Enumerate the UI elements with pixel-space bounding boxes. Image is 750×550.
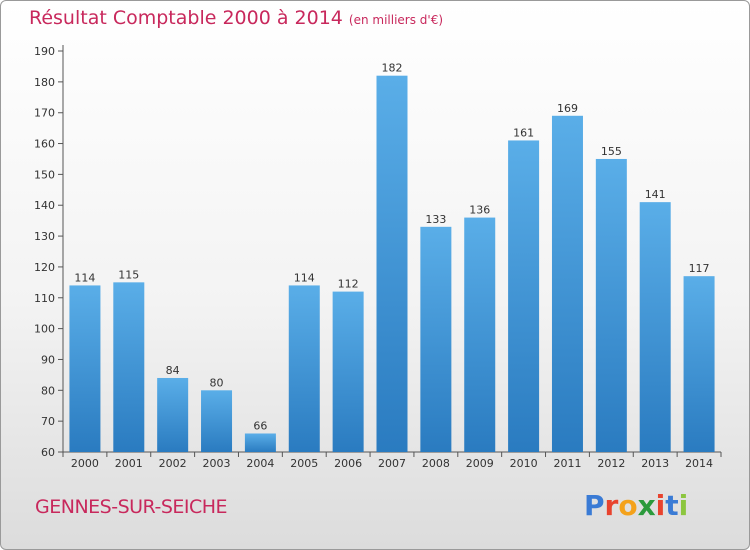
y-tick-label: 110	[34, 292, 55, 305]
y-tick-label: 60	[41, 446, 55, 459]
bar	[595, 158, 627, 452]
data-label: 84	[166, 364, 180, 377]
x-tick-label: 2012	[597, 457, 625, 470]
logo-letter: x	[637, 489, 656, 522]
y-tick-label: 150	[34, 168, 55, 181]
data-label: 114	[74, 271, 95, 284]
data-label: 117	[689, 262, 710, 275]
data-label: 112	[338, 278, 359, 291]
logo-letter: i	[678, 489, 689, 522]
y-axis: 60 70 80 90 100 110 120 130 140 150 160 170 180 190	[34, 45, 64, 459]
x-tick-label: 2008	[422, 457, 450, 470]
y-tick-label: 80	[41, 384, 55, 397]
x-tick-label: 2013	[641, 457, 669, 470]
bar	[464, 217, 496, 452]
y-tick-label: 90	[41, 353, 55, 366]
data-label: 136	[469, 204, 490, 217]
bar	[551, 115, 583, 453]
bar	[201, 390, 233, 452]
logo-letter: o	[618, 489, 638, 522]
logo-letter: r	[604, 489, 619, 522]
x-tick-label: 2005	[290, 457, 318, 470]
data-label: 80	[210, 376, 224, 389]
chart-unit-label: (en milliers d'€)	[348, 13, 444, 27]
y-tick-label: 190	[34, 45, 55, 58]
chart-title: Résultat Comptable 2000 à 2014 (en millie…	[29, 7, 443, 29]
bar	[113, 282, 145, 452]
x-tick-label: 2000	[71, 457, 99, 470]
y-tick-label: 160	[34, 138, 55, 151]
x-tick-label: 2010	[510, 457, 538, 470]
y-tick-label: 130	[34, 230, 55, 243]
bar	[683, 276, 715, 452]
data-labels: 114 115 84 80 66 114 112 182 133 136 161 169 155 141 1…	[74, 62, 709, 433]
bar	[508, 140, 540, 452]
x-tick-label: 2006	[334, 457, 362, 470]
x-tick-label: 2007	[378, 457, 406, 470]
data-label: 155	[601, 145, 622, 158]
logo-letter: i	[655, 489, 666, 522]
y-tick-label: 70	[41, 415, 55, 428]
data-label: 141	[645, 188, 666, 201]
x-axis: 2000 2001 2002 2003 2004 2005 2006 2007 2008 2009…	[62, 451, 722, 470]
data-label: 66	[253, 419, 267, 432]
y-tick-label: 170	[34, 107, 55, 120]
data-label: 161	[513, 126, 534, 139]
bar	[639, 202, 671, 452]
y-tick-label: 180	[34, 76, 55, 89]
x-tick-label: 2014	[685, 457, 713, 470]
x-tick-label: 2002	[159, 457, 187, 470]
y-tick-label: 140	[34, 199, 55, 212]
x-tick-label: 2004	[246, 457, 274, 470]
data-label: 114	[294, 271, 315, 284]
data-label: 115	[118, 268, 139, 281]
bar	[288, 285, 320, 452]
chart-title-text: Résultat Comptable 2000 à 2014	[29, 7, 343, 29]
bar	[420, 226, 452, 452]
x-tick-label: 2001	[115, 457, 143, 470]
data-label: 169	[557, 102, 578, 115]
x-tick-label: 2009	[466, 457, 494, 470]
y-tick-label: 100	[34, 323, 55, 336]
bar	[332, 291, 364, 452]
x-tick-label: 2011	[553, 457, 581, 470]
data-label: 133	[425, 213, 446, 226]
logo-letter: t	[665, 489, 679, 522]
logo-letter: P	[584, 489, 605, 522]
city-name: GENNES-SUR-SEICHE	[35, 496, 228, 518]
bar	[244, 433, 276, 452]
bar	[376, 75, 408, 452]
proxiti-logo: Proxiti	[584, 489, 688, 522]
bars	[69, 75, 715, 453]
x-tick-label: 2003	[203, 457, 231, 470]
bar	[69, 285, 101, 452]
y-tick-label: 120	[34, 261, 55, 274]
data-label: 182	[382, 62, 403, 75]
bar	[157, 377, 189, 452]
